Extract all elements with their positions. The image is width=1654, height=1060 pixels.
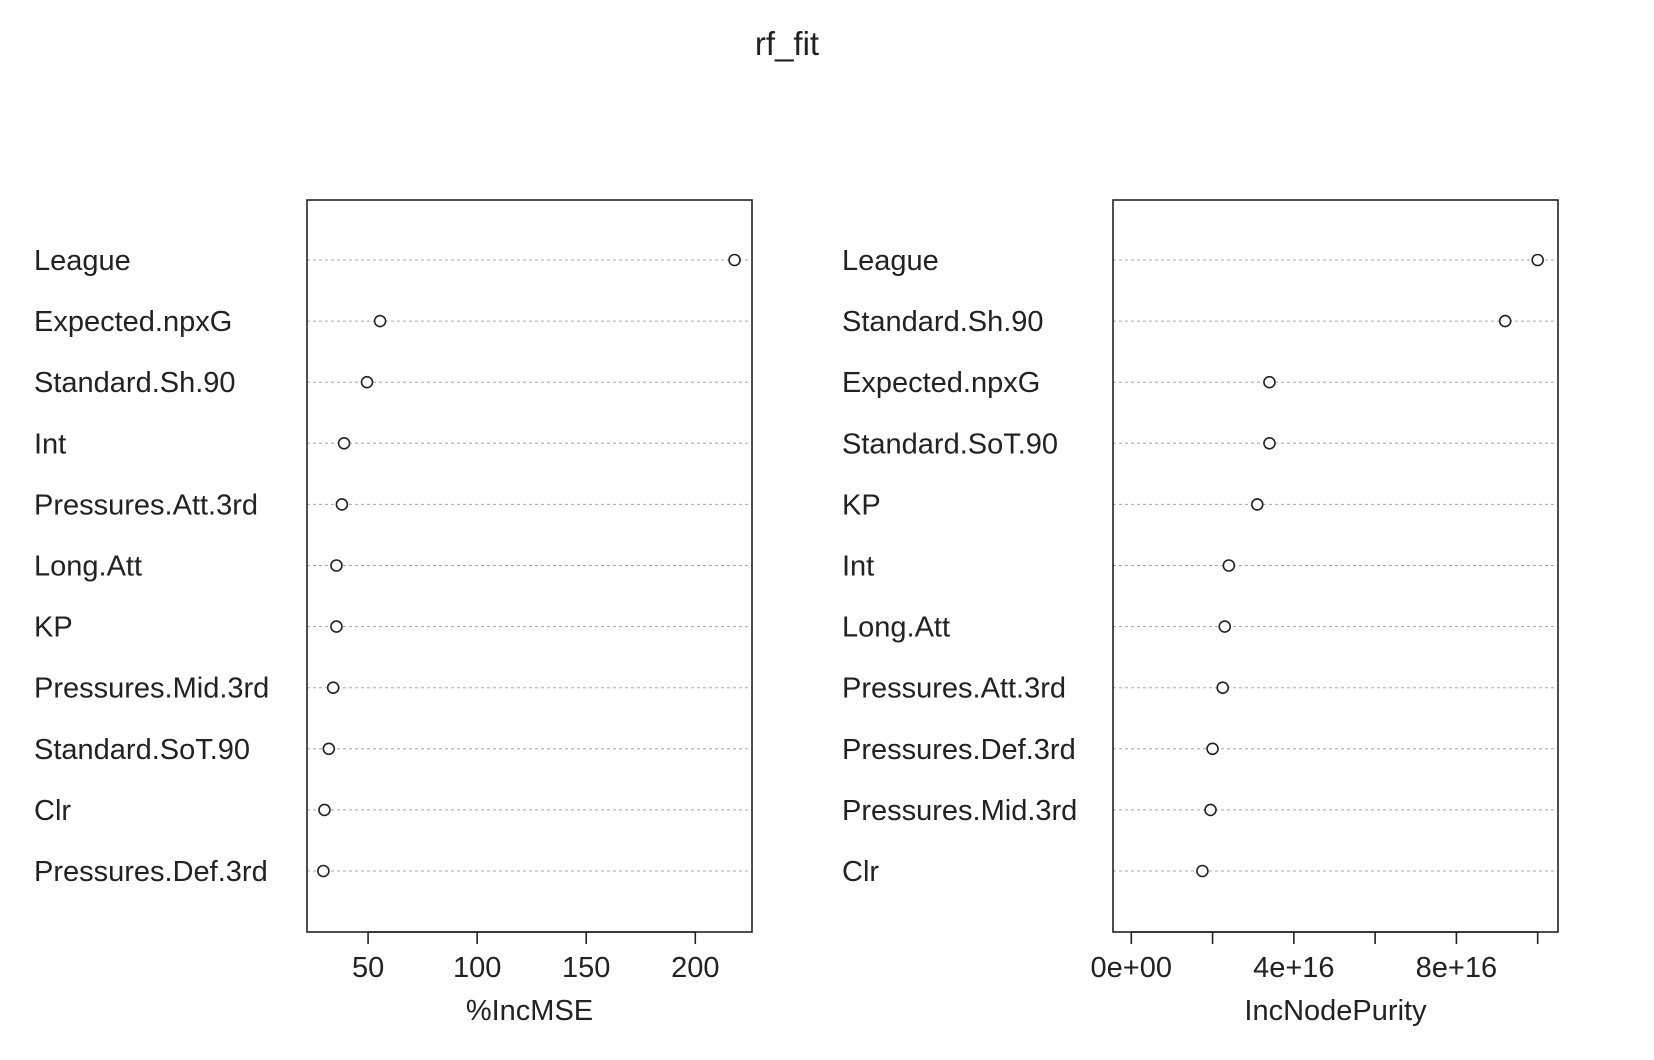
x-tick-label: 4e+16 <box>1253 952 1334 984</box>
variable-label: KP <box>34 612 73 644</box>
variable-label: League <box>34 245 131 277</box>
variable-label: Pressures.Att.3rd <box>34 489 258 521</box>
data-point <box>1216 681 1230 695</box>
variable-label: Clr <box>34 795 71 827</box>
variable-label: Pressures.Def.3rd <box>842 734 1076 766</box>
data-point <box>1263 436 1276 450</box>
variable-label: Pressures.Mid.3rd <box>34 673 269 705</box>
variable-label: Standard.Sh.90 <box>842 306 1044 338</box>
data-point <box>335 498 349 511</box>
data-point <box>373 314 387 328</box>
data-point <box>317 864 330 878</box>
variable-label: Int <box>842 551 874 583</box>
x-tick-label: 150 <box>562 952 610 984</box>
variable-label: Long.Att <box>842 612 950 644</box>
data-point <box>1498 314 1512 328</box>
x-tick-label: 0e+00 <box>1091 952 1172 984</box>
variable-label: Clr <box>842 856 879 888</box>
variable-label: Pressures.Def.3rd <box>34 856 268 888</box>
variable-label: Pressures.Mid.3rd <box>842 795 1077 827</box>
variable-label: League <box>842 245 939 277</box>
x-tick-label: 200 <box>671 952 719 984</box>
data-point <box>330 559 343 572</box>
data-point <box>728 253 741 267</box>
data-point <box>1218 620 1232 633</box>
variable-label: Standard.SoT.90 <box>34 734 250 766</box>
x-tick-label: 100 <box>453 952 501 984</box>
data-point <box>360 375 374 389</box>
x-tick-label: 50 <box>352 952 384 984</box>
x-axis-label: %IncMSE <box>466 995 593 1027</box>
panel-2: League Standard.Sh.90 Expected.npxG Standar… <box>842 199 1559 1027</box>
chart-panels: League Expected.npxG Standard.Sh.90 Int Pres… <box>34 199 1559 1027</box>
variable-label: Long.Att <box>34 551 142 583</box>
data-point <box>1531 253 1544 267</box>
data-point <box>330 620 343 633</box>
variable-label: Standard.Sh.90 <box>34 367 236 399</box>
data-point <box>1222 559 1236 572</box>
variable-label: Expected.npxG <box>34 306 232 338</box>
data-point <box>1206 742 1219 756</box>
data-point <box>1204 803 1217 817</box>
variable-label: Pressures.Att.3rd <box>842 673 1066 705</box>
data-point <box>337 436 351 450</box>
variable-label: Standard.SoT.90 <box>842 428 1058 460</box>
variable-label: KP <box>842 489 881 521</box>
data-point <box>322 742 336 756</box>
data-point <box>1250 498 1264 511</box>
data-point <box>1263 375 1276 389</box>
variable-label: Int <box>34 428 66 460</box>
x-axis-label: IncNodePurity <box>1244 995 1427 1027</box>
x-tick-label: 8e+16 <box>1416 952 1497 984</box>
chart-title: rf_fit <box>755 25 819 62</box>
data-point <box>318 803 331 817</box>
data-point <box>1196 864 1209 878</box>
panel-1: League Expected.npxG Standard.Sh.90 Int Pres… <box>34 199 753 1027</box>
variable-label: Expected.npxG <box>842 367 1040 399</box>
data-point <box>326 681 340 695</box>
